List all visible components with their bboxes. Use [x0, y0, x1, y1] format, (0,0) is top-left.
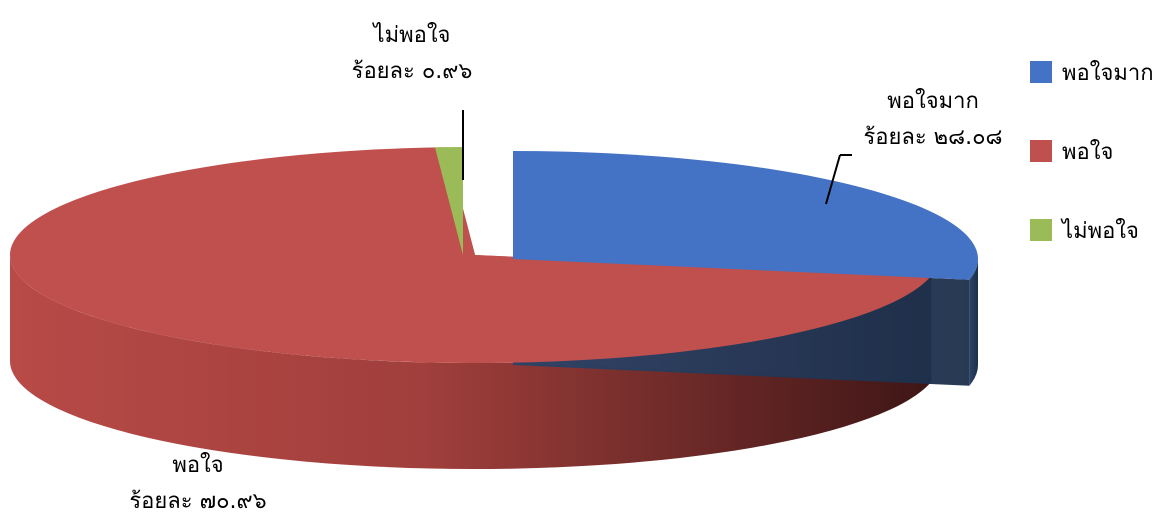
legend: พอใจมาก พอใจ ไม่พอใจ	[1030, 48, 1154, 254]
legend-swatch-satisfied-very	[1030, 61, 1052, 83]
label-not-satisfied-value: ร้อยละ ๐.๙๖	[351, 59, 473, 84]
slice-satisfied-very	[513, 151, 978, 280]
label-satisfied-very: พอใจมาก ร้อยละ ๒๘.๐๘	[848, 84, 1018, 156]
legend-label-not-satisfied: ไม่พอใจ	[1062, 218, 1139, 244]
label-not-satisfied: ไม่พอใจ ร้อยละ ๐.๙๖	[322, 18, 502, 90]
label-satisfied-category: พอใจ	[172, 453, 224, 478]
label-satisfied-very-category: พอใจมาก	[887, 89, 979, 114]
slice-satisfied-very-side	[969, 259, 978, 386]
legend-swatch-not-satisfied	[1030, 219, 1052, 241]
slice-not-satisfied	[434, 147, 463, 255]
label-not-satisfied-category: ไม่พอใจ	[373, 23, 451, 48]
slice-satisfied	[9, 147, 932, 363]
legend-item-not-satisfied: ไม่พอใจ	[1030, 206, 1154, 254]
slice-satisfied-side	[10, 255, 932, 470]
legend-item-satisfied-very: พอใจมาก	[1030, 48, 1154, 96]
leader-line-satisfied-very	[825, 154, 841, 205]
legend-label-satisfied-very: พอใจมาก	[1062, 60, 1154, 86]
label-satisfied: พอใจ ร้อยละ ๗๐.๙๖	[108, 448, 288, 520]
label-satisfied-value: ร้อยละ ๗๐.๙๖	[129, 489, 267, 514]
label-satisfied-very-value: ร้อยละ ๒๘.๐๘	[863, 125, 1003, 150]
legend-item-satisfied: พอใจ	[1030, 127, 1154, 175]
legend-label-satisfied: พอใจ	[1062, 139, 1114, 165]
legend-swatch-satisfied	[1030, 140, 1052, 162]
